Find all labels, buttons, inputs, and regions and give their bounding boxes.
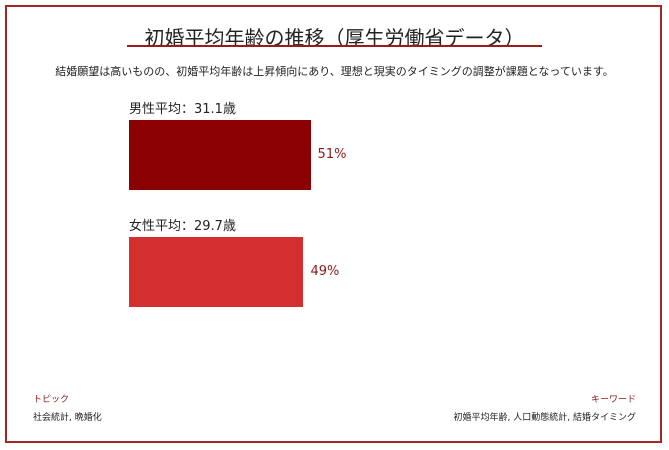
topic-label: トピック — [33, 395, 70, 405]
value-label-female: 49% — [310, 264, 340, 279]
topic-value: 社会統計, 晩婚化 — [33, 413, 102, 423]
bar-label-male: 男性平均：31.1歳 — [129, 102, 236, 117]
bar-female — [129, 237, 304, 307]
value-label-male: 51% — [317, 147, 347, 162]
card-frame — [5, 5, 662, 443]
keyword-value: 初婚平均年齢, 人口動態統計, 結婚タイミング — [453, 413, 636, 423]
bar-male — [129, 120, 311, 190]
keyword-label: キーワード — [590, 395, 636, 405]
subtitle: 結婚願望は高いものの、初婚平均年齢は上昇傾向にあり、理想と現実のタイミングの調整… — [55, 65, 614, 78]
title-underline — [127, 45, 542, 47]
bar-label-female: 女性平均：29.7歳 — [129, 219, 236, 234]
